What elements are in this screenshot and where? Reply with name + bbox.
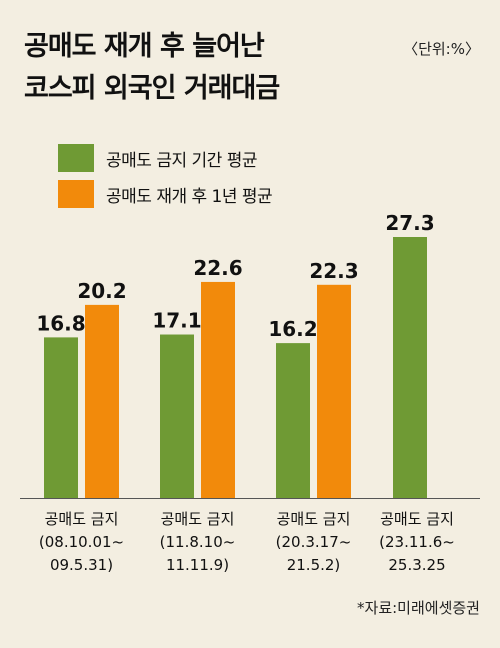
- bar-ban-3: [276, 343, 310, 498]
- value-label-resume-3: 22.3: [309, 259, 358, 283]
- legend-swatch-ban: [58, 144, 94, 172]
- source-note: *자료:미래에셋증권: [357, 599, 480, 617]
- category-label-2-line-1: 공매도 금지: [161, 510, 235, 528]
- category-label-3-line-1: 공매도 금지: [277, 510, 351, 528]
- legend-item-ban: 공매도 금지 기간 평균: [58, 143, 272, 173]
- bar-ban-2: [160, 334, 194, 498]
- category-label-3-line-3: 21.5.2): [287, 556, 341, 574]
- bar-resume-1: [85, 304, 119, 498]
- bar-ban-1: [44, 337, 78, 498]
- category-label-2-line-3: 11.11.9): [166, 556, 229, 574]
- category-label-4-line-2: (23.11.6~: [379, 533, 455, 551]
- chart-title: 공매도 재개 후 늘어난 코스피 외국인 거래대금: [24, 26, 280, 110]
- category-label-3-line-2: (20.3.17~: [276, 533, 352, 551]
- value-label-ban-1: 16.8: [36, 311, 85, 335]
- category-label-1-line-1: 공매도 금지: [45, 510, 119, 528]
- legend-label-ban: 공매도 금지 기간 평균: [106, 150, 257, 171]
- value-label-resume-2: 22.6: [193, 256, 242, 280]
- legend-label-resume: 공매도 재개 후 1년 평균: [106, 186, 273, 207]
- unit-label: 〈단위:%〉: [403, 40, 480, 58]
- bar-ban-4: [393, 237, 427, 498]
- value-label-ban-3: 16.2: [268, 317, 317, 341]
- value-label-ban-4: 27.3: [385, 211, 434, 235]
- title-line-2: 코스피 외국인 거래대금: [24, 73, 280, 104]
- legend-swatch-resume: [58, 180, 94, 208]
- title-line-1: 공매도 재개 후 늘어난: [24, 31, 265, 62]
- value-label-resume-1: 20.2: [77, 279, 126, 303]
- category-label-2-line-2: (11.8.10~: [160, 533, 236, 551]
- category-label-1-line-3: 09.5.31): [50, 556, 113, 574]
- bar-resume-3: [317, 284, 351, 498]
- legend-item-resume: 공매도 재개 후 1년 평균: [58, 179, 273, 209]
- value-label-ban-2: 17.1: [152, 309, 201, 333]
- category-label-4-line-1: 공매도 금지: [380, 510, 454, 528]
- category-label-1-line-2: (08.10.01~: [39, 533, 124, 551]
- category-label-4-line-3: 25.3.25: [388, 556, 445, 574]
- legend: 공매도 금지 기간 평균 공매도 재개 후 1년 평균: [58, 143, 273, 215]
- bar-resume-2: [201, 281, 235, 498]
